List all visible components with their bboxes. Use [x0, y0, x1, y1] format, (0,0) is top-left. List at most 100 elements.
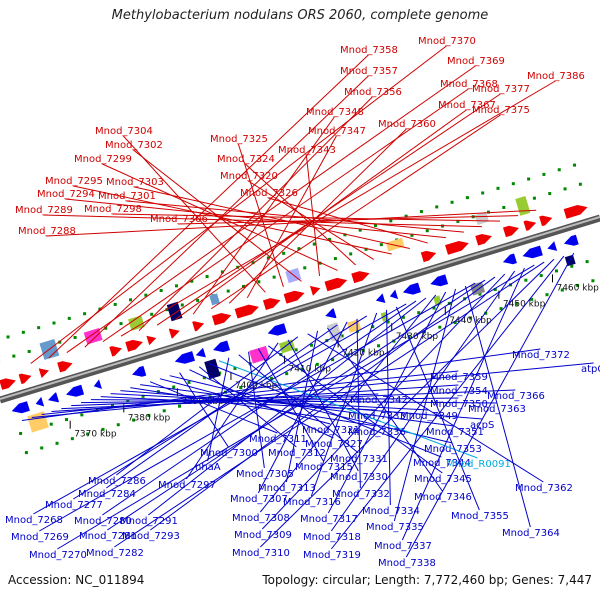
top-gene-label: Mnod_7357 — [340, 66, 398, 77]
bottom-gene-label: Mnod_7351 — [426, 427, 484, 438]
track-dot — [557, 168, 561, 172]
category-box — [515, 195, 531, 216]
track-dot — [239, 386, 243, 390]
track-dot — [83, 312, 87, 316]
track-dot — [129, 298, 133, 302]
track-dot — [548, 192, 552, 196]
top-leader-line — [228, 128, 407, 304]
reverse-gene-arrow — [93, 379, 102, 389]
bottom-leader-line — [395, 306, 480, 511]
top-gene-label: Mnod_7320 — [220, 171, 278, 182]
track-dot — [573, 163, 577, 167]
bottom-leader-line — [327, 291, 447, 514]
track-dot — [73, 336, 77, 340]
track-dot — [560, 288, 564, 292]
category-box — [278, 339, 296, 354]
scale-tick-label: 7400 kbp — [235, 381, 278, 391]
reverse-gene-arrow — [132, 365, 147, 377]
track-dot — [86, 432, 90, 436]
bottom-gene-label: Mnod_7332 — [332, 489, 390, 500]
bottom-leader-line — [150, 276, 496, 531]
bottom-leader-line — [148, 297, 427, 516]
bottom-gene-label: Mnod_7345 — [414, 474, 472, 485]
forward-gene-arrow — [109, 346, 123, 357]
track-dot — [55, 441, 59, 445]
genome-summary: Topology: circular; Length: 7,772,460 bp… — [262, 573, 592, 587]
bottom-gene-label: Mnod_7293 — [122, 531, 180, 542]
bottom-leader-line — [100, 396, 377, 411]
bottom-gene-label: Mnod_R0091 — [446, 459, 511, 470]
bottom-gene-label: Mnod_7310 — [232, 548, 290, 559]
bottom-leader-line — [285, 330, 319, 483]
track-dot — [358, 228, 362, 232]
forward-gene-arrow — [234, 304, 259, 319]
bottom-gene-label: Mnod_7291 — [120, 516, 178, 527]
bottom-leader-line — [114, 261, 545, 548]
top-leader-line — [66, 65, 476, 353]
bottom-gene-label: Mnod_7270 — [29, 550, 87, 561]
bottom-gene-label: Mnod_7330 — [330, 472, 388, 483]
forward-gene-arrow — [563, 204, 588, 219]
bottom-gene-label: Mnod_7284 — [78, 489, 136, 500]
bottom-gene-label: Mnod_7313 — [258, 483, 316, 494]
bottom-leader-line — [330, 255, 565, 550]
bottom-leader-line — [57, 264, 535, 550]
reverse-gene-arrow — [11, 401, 30, 414]
track-dot — [269, 376, 273, 380]
top-gene-label: Mnod_7299 — [74, 154, 132, 165]
track-dot — [174, 284, 178, 288]
track-dot — [49, 422, 53, 426]
track-dot — [196, 298, 200, 302]
category-box — [209, 293, 220, 306]
bottom-gene-label: Mnod_7363 — [468, 404, 526, 415]
reverse-gene-arrow — [430, 274, 449, 287]
top-gene-label: Mnod_7325 — [210, 134, 268, 145]
bottom-leader-line — [169, 375, 453, 444]
track-dot — [162, 409, 166, 413]
track-dot — [417, 311, 421, 315]
track-dot — [52, 321, 56, 325]
bottom-leader-line — [21, 348, 541, 422]
bottom-gene-label: acpS — [470, 420, 494, 431]
top-gene-label: Mnod_7301 — [98, 191, 156, 202]
track-dot — [172, 385, 176, 389]
bottom-leader-line — [189, 369, 334, 439]
track-dot — [24, 451, 28, 455]
bottom-leader-line — [102, 300, 417, 516]
track-dot — [374, 223, 378, 227]
track-dot — [178, 404, 182, 408]
top-leader-line — [248, 180, 374, 260]
bottom-gene-label: Mnod_7317 — [300, 514, 358, 525]
track-dot — [484, 311, 488, 315]
bottom-leader-line — [330, 270, 516, 532]
track-dot — [511, 182, 515, 186]
bottom-gene-label: Mnod_7346 — [414, 492, 472, 503]
track-dot — [331, 358, 335, 362]
forward-gene-arrow — [324, 277, 348, 292]
track-dot — [233, 366, 237, 370]
bottom-leader-line — [198, 366, 297, 448]
track-dot — [542, 172, 546, 176]
reverse-gene-arrow — [48, 392, 60, 403]
track-dot — [190, 279, 194, 283]
bottom-gene-label: Mnod_7338 — [378, 558, 436, 569]
track-dot — [456, 219, 460, 223]
bottom-gene-label: Mnod_7337 — [374, 541, 432, 552]
track-dot — [27, 349, 31, 353]
scale-tick-label: 7420 kbp — [342, 348, 385, 358]
track-dot — [285, 372, 289, 376]
forward-gene-arrow — [146, 335, 157, 346]
track-dot — [220, 270, 224, 274]
reverse-gene-arrow — [267, 323, 287, 336]
forward-gene-arrow — [475, 233, 492, 246]
track-dot — [113, 302, 117, 306]
track-dot — [438, 325, 442, 329]
bottom-leader-line — [307, 333, 544, 483]
reverse-gene-arrow — [389, 289, 399, 300]
bottom-gene-label: Mnod_7349 — [400, 411, 458, 422]
track-dot — [502, 205, 506, 209]
scale-tick-label: 7380 kbp — [128, 413, 171, 423]
reverse-gene-arrow — [375, 293, 386, 303]
bottom-gene-label: Mnod_7344 — [413, 458, 471, 469]
forward-gene-arrow — [502, 225, 520, 238]
